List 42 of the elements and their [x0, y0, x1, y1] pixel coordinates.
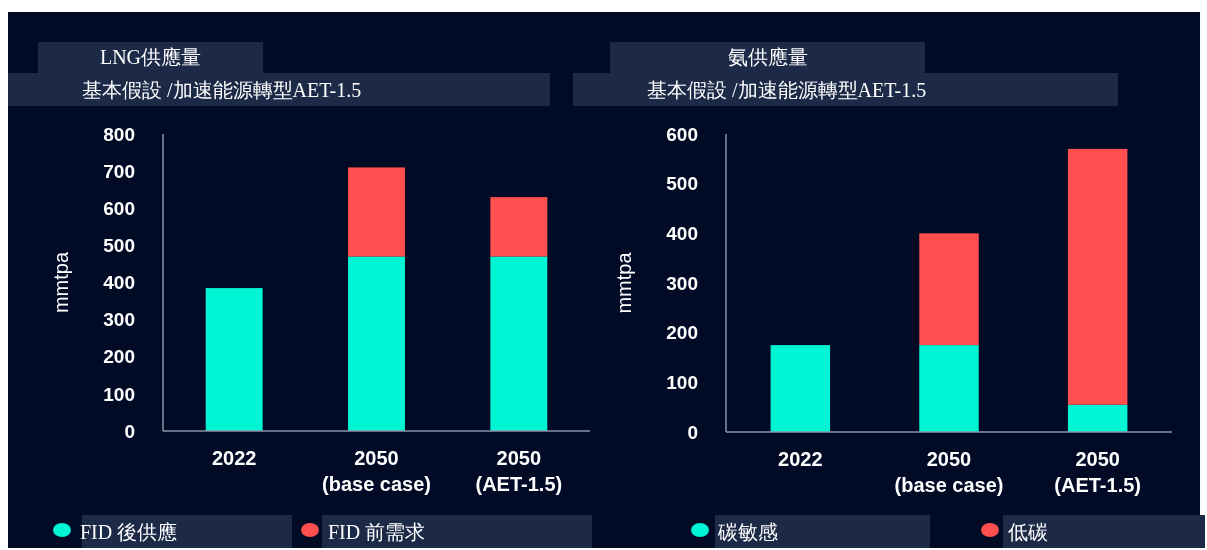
x-tick-label: 2050 (AET-1.5) [1054, 448, 1142, 496]
legend-label: 低碳 [1008, 521, 1048, 543]
bar [770, 345, 831, 432]
y-tick-label: 700 [103, 160, 135, 182]
y-tick-label: 500 [103, 235, 135, 257]
bar [490, 256, 548, 431]
y-tick-label: 400 [103, 272, 135, 294]
y-tick-label: 300 [103, 309, 135, 331]
bar [919, 345, 979, 432]
y-tick-label: 0 [124, 420, 135, 442]
chart-title: LNG供應量 [99, 46, 202, 68]
legend-label: FID 前需求 [328, 521, 426, 543]
y-tick-label: 600 [103, 197, 135, 219]
legend-label: FID 後供應 [80, 521, 178, 543]
y-tick-label: 400 [666, 222, 698, 244]
chart-subtitle: 基本假設 /加速能源轉型AET-1.5 [647, 79, 927, 101]
x-tick-label: 2050 (base case) [322, 447, 431, 495]
bar [1067, 148, 1128, 405]
y-tick-label: 300 [666, 272, 698, 294]
y-tick-label: 100 [666, 371, 698, 393]
y-tick-label: 0 [687, 421, 698, 443]
bar [490, 197, 548, 257]
y-axis-title: mmtpa [613, 251, 635, 314]
y-tick-label: 600 [666, 123, 698, 145]
bar [1067, 404, 1128, 432]
legend-label: 碳敏感 [717, 521, 778, 543]
bar [348, 256, 405, 431]
x-tick-label: 2022 [211, 447, 257, 469]
x-tick-label: 2050 (base case) [894, 448, 1004, 496]
y-tick-label: 800 [103, 123, 135, 145]
chart-subtitle: 基本假設 /加速能源轉型AET-1.5 [82, 79, 362, 101]
y-tick-label: 200 [666, 322, 698, 344]
chart-title: 氨供應量 [727, 46, 808, 68]
x-tick-label: 2050 (AET-1.5) [475, 447, 563, 495]
y-tick-label: 200 [103, 346, 135, 368]
bar [919, 233, 979, 346]
x-tick-label: 2022 [778, 448, 823, 470]
y-axis-title: mmtpa [50, 251, 72, 314]
y-tick-label: 100 [103, 383, 135, 405]
y-tick-label: 500 [666, 173, 698, 195]
bar [205, 288, 263, 431]
bar [348, 167, 405, 257]
